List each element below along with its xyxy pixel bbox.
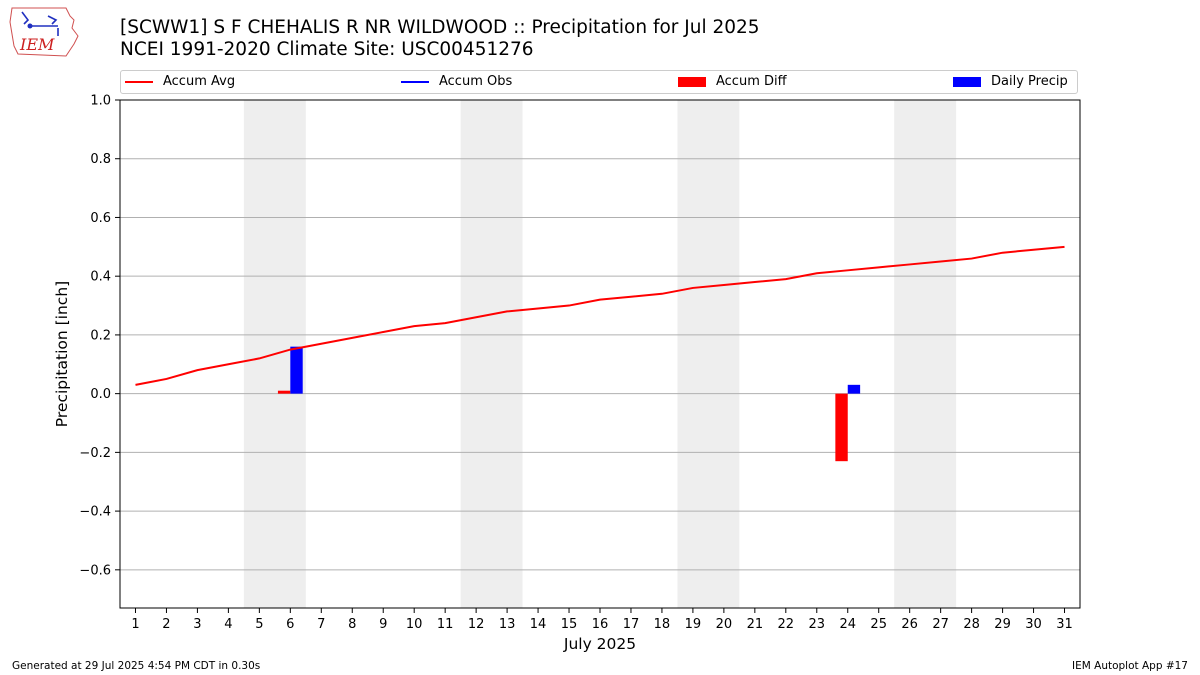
x-tick-label-30: 30: [1025, 617, 1042, 632]
legend-accum-obs: Accum Obs: [401, 74, 512, 89]
x-tick-label-28: 28: [963, 617, 980, 632]
x-tick-label-17: 17: [623, 617, 640, 632]
x-tick-label-15: 15: [561, 617, 578, 632]
x-tick-label-20: 20: [716, 617, 733, 632]
daily-precip-bar-day-6: [290, 346, 303, 394]
accum-diff-bar-day-24: [835, 393, 848, 462]
x-tick-label-10: 10: [406, 617, 423, 632]
legend-accum-diff: Accum Diff: [678, 74, 787, 89]
generated-note: Generated at 29 Jul 2025 4:54 PM CDT in …: [12, 660, 261, 672]
y-tick-label-2: −0.2: [79, 446, 111, 461]
x-tick-label-3: 3: [193, 617, 201, 632]
y-tick-label-1: −0.4: [79, 505, 111, 520]
accum-diff-bar-day-6: [277, 390, 291, 394]
chart-title: [SCWW1] S F CHEHALIS R NR WILDWOOD :: Pr…: [120, 17, 760, 61]
x-tick-label-9: 9: [379, 617, 387, 632]
x-tick-label-19: 19: [685, 617, 702, 632]
x-tick-label-7: 7: [317, 617, 325, 632]
x-tick-label-6: 6: [286, 617, 294, 632]
legend-label-accum-diff: Accum Diff: [716, 74, 787, 89]
legend-accum-avg: Accum Avg: [125, 74, 235, 89]
legend-label-accum-obs: Accum Obs: [439, 74, 513, 89]
y-tick-label-0: −0.6: [79, 563, 111, 578]
logo-text: IEM: [19, 35, 55, 54]
legend-label-daily-precip: Daily Precip: [991, 74, 1068, 89]
x-tick-label-5: 5: [255, 617, 263, 632]
legend-swatch-daily-precip: [953, 76, 981, 87]
x-tick-label-14: 14: [530, 617, 547, 632]
legend-swatch-accum-diff: [678, 76, 706, 87]
x-tick-label-1: 1: [131, 617, 139, 632]
x-tick-label-11: 11: [437, 617, 454, 632]
y-tick-label-4: 0.2: [90, 328, 111, 343]
x-tick-label-25: 25: [870, 617, 887, 632]
legend: Accum Avg Accum Obs Accum Diff Daily Pre…: [120, 70, 1078, 94]
x-tick-label-16: 16: [592, 617, 609, 632]
iem-logo: IEM: [9, 7, 79, 57]
weekend-band-4: [894, 100, 957, 608]
x-tick-label-27: 27: [932, 617, 949, 632]
daily-precip-bar-day-24: [847, 384, 861, 394]
x-tick-label-4: 4: [224, 617, 232, 632]
x-tick-label-23: 23: [809, 617, 826, 632]
x-tick-label-12: 12: [468, 617, 485, 632]
x-tick-label-21: 21: [747, 617, 764, 632]
x-tick-label-29: 29: [994, 617, 1011, 632]
x-tick-label-24: 24: [839, 617, 856, 632]
app-note: IEM Autoplot App #17: [1072, 660, 1188, 672]
weekend-band-3: [677, 100, 740, 608]
x-tick-label-18: 18: [654, 617, 671, 632]
y-tick-label-8: 1.0: [90, 94, 111, 109]
x-tick-label-8: 8: [348, 617, 356, 632]
y-tick-label-7: 0.8: [90, 152, 111, 167]
x-tick-label-31: 31: [1056, 617, 1073, 632]
x-axis-label: July 2025: [563, 635, 636, 653]
y-tick-label-6: 0.6: [90, 211, 111, 226]
legend-swatch-accum-avg: [125, 80, 153, 83]
x-tick-label-13: 13: [499, 617, 516, 632]
x-tick-label-22: 22: [778, 617, 795, 632]
x-tick-label-26: 26: [901, 617, 918, 632]
title-line-2: NCEI 1991-2020 Climate Site: USC00451276: [120, 39, 534, 60]
y-tick-label-3: 0.0: [90, 387, 111, 402]
y-tick-label-5: 0.4: [90, 270, 111, 285]
weekend-band-2: [460, 100, 523, 608]
x-tick-label-2: 2: [162, 617, 170, 632]
legend-daily-precip: Daily Precip: [953, 74, 1068, 89]
legend-swatch-accum-obs: [401, 80, 429, 83]
accum-avg-line: [135, 245, 1065, 386]
legend-label-accum-avg: Accum Avg: [163, 74, 236, 89]
title-line-1: [SCWW1] S F CHEHALIS R NR WILDWOOD :: Pr…: [120, 17, 760, 38]
y-axis-label: Precipitation [inch]: [53, 281, 71, 427]
